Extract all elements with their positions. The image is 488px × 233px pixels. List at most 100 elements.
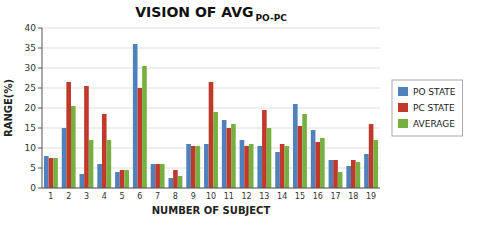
bar [133,44,138,188]
bar [66,82,71,188]
y-axis-label: RANGE(%) [3,79,14,137]
bar [120,170,125,188]
x-axis-label: NUMBER OF SUBJECT [152,205,271,216]
tick-label: 11 [224,192,234,201]
bar [53,158,58,188]
bar [338,172,343,188]
tick-label: 20 [25,103,37,113]
tick-mark [38,108,42,109]
tick-label: 25 [25,83,36,93]
bar [62,128,67,188]
legend-swatch [398,103,408,112]
bar [284,146,289,188]
bar [204,144,209,188]
legend-frame [392,80,463,136]
bar [302,114,307,188]
bar [160,164,165,188]
tick-label: 9 [191,192,196,201]
tick-label: 30 [25,63,37,73]
bar [142,66,147,188]
bar [151,164,156,188]
grid-line [42,48,380,49]
tick-label: 40 [25,23,37,33]
bar [373,140,378,188]
bar [49,158,54,188]
tick-label: 8 [173,192,178,201]
tick-label: 10 [206,192,216,201]
bar [213,112,218,188]
bar [222,120,227,188]
y-axis-line [42,28,43,188]
bar [351,160,356,188]
tick-mark [38,48,42,49]
bar [209,82,214,188]
subtitle: PO-PC [256,13,288,23]
legend-swatch [398,87,408,96]
bar [178,176,183,188]
tick-label: 14 [277,192,287,201]
tick-mark [38,148,42,149]
bar [333,160,338,188]
tick-label: 15 [295,192,305,201]
x-axis: 12345678910111213141516171819 [48,192,376,201]
tick-label: 15 [25,123,36,133]
bar [311,130,316,188]
tick-label: 35 [25,43,36,53]
bar [356,162,361,188]
bar [155,164,160,188]
legend-label: AVERAGE [413,119,455,129]
bar [320,138,325,188]
bar [249,144,254,188]
bar [244,146,249,188]
bar [196,146,201,188]
bar [107,140,112,188]
tick-mark [38,188,42,189]
bar [168,178,173,188]
legend: PO STATE PC STATE AVERAGE [392,80,463,136]
tick-label: 3 [84,192,89,201]
bar [115,172,120,188]
bar [240,140,245,188]
bar [298,126,303,188]
bar [173,170,178,188]
bar [124,170,129,188]
bar [364,154,369,188]
tick-mark [38,128,42,129]
tick-label: 2 [66,192,71,201]
bar [44,156,49,188]
bar [226,128,231,188]
bar [275,152,280,188]
tick-label: 19 [366,192,376,201]
bar [102,114,107,188]
tick-mark [38,68,42,69]
bar [186,144,191,188]
bar [369,124,374,188]
tick-label: 0 [30,183,36,193]
tick-label: 18 [348,192,358,201]
title: VISION OF AVG [135,4,253,20]
bar [97,164,102,188]
bar [231,124,236,188]
bar [346,166,351,188]
y-axis: 0510152025303540 [25,23,380,193]
bar [71,106,76,188]
chart: 0510152025303540123456789101112131415161… [0,0,488,233]
legend-label: PC STATE [413,103,455,113]
legend-label: PO STATE [413,87,456,97]
chart-container: 0510152025303540123456789101112131415161… [0,0,488,233]
tick-label: 5 [120,192,125,201]
tick-label: 16 [313,192,323,201]
tick-label: 10 [25,143,37,153]
bar [84,86,89,188]
bar [267,128,272,188]
bar [329,160,334,188]
bar [262,110,267,188]
grid-line [42,188,380,189]
legend-swatch [398,119,408,128]
tick-label: 6 [137,192,142,201]
tick-label: 13 [259,192,269,201]
tick-label: 4 [102,192,107,201]
bar [280,144,285,188]
bar [293,104,298,188]
tick-mark [38,28,42,29]
